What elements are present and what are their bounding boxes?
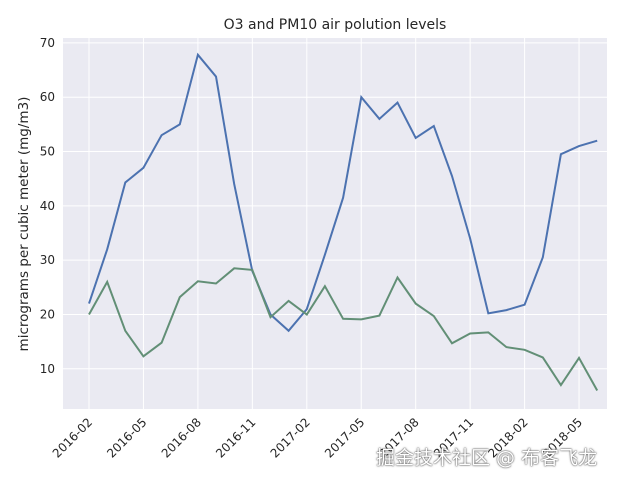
chart-title: O3 and PM10 air polution levels bbox=[224, 17, 447, 33]
x-tick-label: 2016-02 bbox=[50, 415, 95, 460]
y-tick-label: 10 bbox=[40, 362, 55, 376]
x-tick-label: 2016-05 bbox=[104, 415, 149, 460]
watermark: 掘金技术社区 @ 布客飞龙 bbox=[376, 447, 598, 469]
x-tick-label: 2016-11 bbox=[213, 415, 258, 460]
y-axis-label: micrograms per cubic meter (mg/m3) bbox=[16, 97, 32, 352]
x-tick-label: 2017-05 bbox=[322, 415, 367, 460]
x-tick-label: 2016-08 bbox=[159, 415, 204, 460]
y-tick-label: 60 bbox=[40, 90, 55, 104]
y-tick-label: 30 bbox=[40, 253, 55, 267]
x-tick-label: 2017-02 bbox=[268, 415, 313, 460]
y-tick-label: 50 bbox=[40, 145, 55, 159]
y-tick-label: 20 bbox=[40, 307, 55, 321]
y-tick-label: 40 bbox=[40, 199, 55, 213]
series-line-pm10 bbox=[88, 267, 599, 391]
y-tick-label: 70 bbox=[40, 36, 55, 50]
